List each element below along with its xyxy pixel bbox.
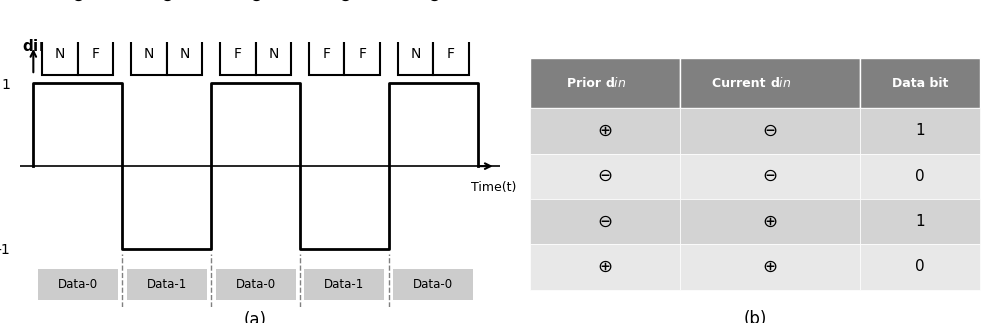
Text: $\oplus$: $\oplus$: [597, 122, 613, 140]
Bar: [680, 108, 860, 153]
Text: Data-0: Data-0: [235, 278, 276, 291]
Text: 0: 0: [915, 259, 925, 275]
Text: $\ominus$: $\ominus$: [597, 167, 613, 185]
Bar: [860, 199, 980, 244]
Bar: [860, 58, 980, 108]
Bar: [216, 269, 296, 300]
Bar: [530, 58, 680, 108]
Bar: [42, 34, 78, 75]
Bar: [127, 269, 207, 300]
Text: F: F: [234, 47, 242, 61]
Bar: [860, 108, 980, 153]
Bar: [38, 269, 118, 300]
Text: $\oplus$: $\oplus$: [762, 213, 778, 231]
Text: N: N: [268, 47, 279, 61]
Bar: [530, 108, 680, 153]
Text: F: F: [447, 47, 455, 61]
Bar: [309, 34, 344, 75]
Text: $\oplus$: $\oplus$: [597, 258, 613, 276]
Text: $\ominus$: $\ominus$: [597, 213, 613, 231]
Text: N: N: [179, 47, 190, 61]
Text: $\mathbf{d}$in: $\mathbf{d}$in: [770, 76, 791, 90]
Text: $\oplus$: $\oplus$: [426, 0, 441, 5]
Text: (a): (a): [244, 311, 267, 323]
Text: Data-1: Data-1: [324, 278, 365, 291]
Bar: [344, 34, 380, 75]
Text: Prior: Prior: [567, 77, 605, 89]
Bar: [530, 199, 680, 244]
Text: Data-1: Data-1: [147, 278, 187, 291]
Bar: [220, 34, 256, 75]
Text: 1: 1: [915, 123, 925, 138]
Text: $\oplus$: $\oplus$: [762, 258, 778, 276]
Text: $\ominus$: $\ominus$: [159, 0, 174, 5]
Text: Current: Current: [712, 77, 770, 89]
Bar: [398, 34, 433, 75]
Bar: [393, 269, 473, 300]
Text: N: N: [144, 47, 154, 61]
Bar: [530, 244, 680, 290]
Bar: [167, 34, 202, 75]
Text: Data-0: Data-0: [58, 278, 98, 291]
Bar: [131, 34, 167, 75]
Text: Time(t): Time(t): [471, 181, 516, 194]
Text: (b): (b): [743, 310, 767, 323]
Text: N: N: [410, 47, 421, 61]
Bar: [78, 34, 113, 75]
Text: 1: 1: [915, 214, 925, 229]
Text: N: N: [55, 47, 65, 61]
Text: Data-0: Data-0: [413, 278, 453, 291]
Text: F: F: [358, 47, 366, 61]
Bar: [680, 153, 860, 199]
Text: $\ominus$: $\ominus$: [248, 0, 263, 5]
Bar: [860, 153, 980, 199]
Text: Data bit: Data bit: [892, 77, 948, 89]
Text: F: F: [92, 47, 100, 61]
Bar: [680, 244, 860, 290]
Text: $\ominus$: $\ominus$: [762, 167, 778, 185]
Text: 0: 0: [915, 169, 925, 184]
Text: $\oplus$: $\oplus$: [70, 0, 85, 5]
Text: F: F: [323, 47, 331, 61]
Bar: [680, 199, 860, 244]
Bar: [433, 34, 469, 75]
Text: $\ominus$: $\ominus$: [762, 122, 778, 140]
Bar: [860, 244, 980, 290]
Text: $\mathbf{d}$in:: $\mathbf{d}$in:: [22, 38, 56, 54]
Bar: [530, 153, 680, 199]
Bar: [680, 58, 860, 108]
Text: $\oplus$: $\oplus$: [337, 0, 352, 5]
Text: $\mathbf{d}$in: $\mathbf{d}$in: [605, 76, 626, 90]
Bar: [304, 269, 384, 300]
Bar: [256, 34, 291, 75]
